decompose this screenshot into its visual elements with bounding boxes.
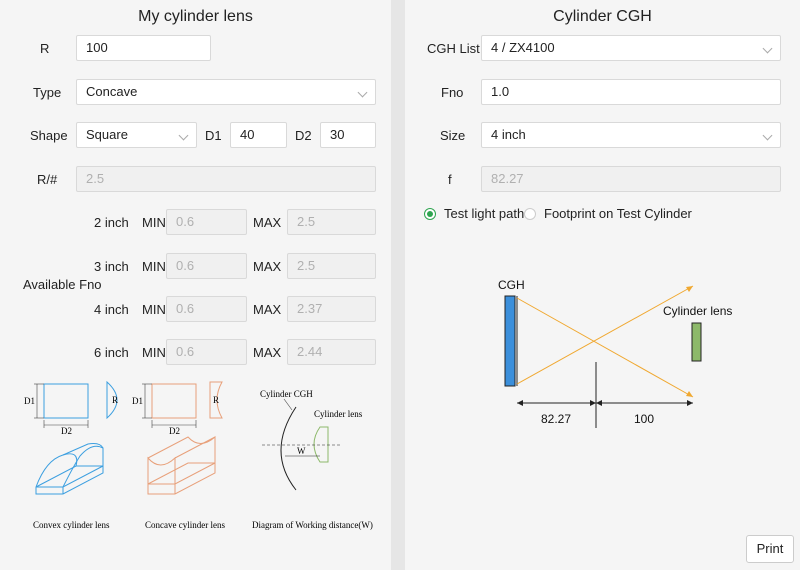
- fno-input[interactable]: 1.0: [481, 79, 781, 105]
- f-label: f: [448, 172, 452, 187]
- d1-label: D1: [205, 128, 222, 143]
- fno-max-input: 2.5: [287, 253, 376, 279]
- convex-d1-text: D1: [24, 396, 35, 406]
- cgh-panel: Cylinder CGH CGH List 4 / ZX4100 Fno 1.0…: [405, 0, 800, 570]
- fno-min-input: 0.6: [166, 296, 247, 322]
- fno-max-label: MAX: [253, 345, 282, 360]
- diagram-dist1-text: 82.27: [541, 412, 571, 426]
- fno-min-label: MIN: [142, 345, 166, 360]
- radio-test-light-path-label[interactable]: Test light path: [444, 206, 525, 221]
- concave-caption: Concave cylinder lens: [145, 520, 225, 530]
- cgh-panel-title: Cylinder CGH: [553, 8, 652, 25]
- r-label: R: [40, 41, 50, 56]
- d2-label: D2: [295, 128, 312, 143]
- ray-down: [516, 297, 694, 398]
- concave-face-rect: [151, 383, 197, 419]
- r-input[interactable]: 100: [76, 35, 211, 61]
- fno-row-size-label: 2 inch: [94, 215, 129, 230]
- convex-face-rect: [43, 383, 89, 419]
- chevron-down-icon: [357, 87, 368, 98]
- cylinder-lens-element: [691, 322, 702, 362]
- size-select-value: 4 inch: [491, 127, 526, 142]
- fno-max-input: 2.44: [287, 339, 376, 365]
- convex-profile: [106, 380, 118, 420]
- fno-min-input: 0.6: [166, 209, 247, 235]
- radio-footprint[interactable]: [524, 208, 536, 220]
- lens-diagrams: D1 D2 R D1 D2 R Cylinder CGH Cylinder le…: [24, 380, 373, 530]
- type-select[interactable]: Concave: [76, 79, 376, 105]
- fno-row-size-label: 6 inch: [94, 345, 129, 360]
- fno-min-label: MIN: [142, 215, 166, 230]
- lens-panel: My cylinder lens R 100 Type Concave Shap…: [0, 0, 391, 570]
- shape-select[interactable]: Square: [76, 122, 197, 148]
- fno-row-size-label: 4 inch: [94, 302, 129, 317]
- fno-min-input: 0.6: [166, 339, 247, 365]
- shape-select-value: Square: [86, 127, 128, 142]
- size-label: Size: [440, 128, 466, 143]
- wd-w-text: W: [297, 446, 306, 456]
- r-num-input: 2.5: [76, 166, 376, 192]
- radio-test-light-path[interactable]: [424, 208, 436, 220]
- ray-up: [516, 285, 694, 385]
- shape-label: Shape: [30, 128, 68, 143]
- fno-max-label: MAX: [253, 302, 282, 317]
- wd-caption: Diagram of Working distance(W): [252, 520, 373, 530]
- cgh-list-select[interactable]: 4 / ZX4100: [481, 35, 781, 61]
- concave-profile: [209, 381, 223, 419]
- light-path-diagram: CGH Cylinder lens 82.27 100: [498, 278, 732, 428]
- wd-cgh-curve: [280, 406, 297, 491]
- print-button[interactable]: Print: [746, 535, 794, 563]
- type-label: Type: [33, 85, 62, 100]
- convex-3d-drawing: [35, 443, 104, 495]
- chevron-down-icon: [762, 130, 773, 141]
- diagram-lens-text: Cylinder lens: [663, 304, 732, 318]
- concave-d2-text: D2: [169, 426, 180, 436]
- convex-caption: Convex cylinder lens: [33, 520, 110, 530]
- fno-max-input: 2.5: [287, 209, 376, 235]
- d1-input[interactable]: 40: [230, 122, 287, 148]
- diagram-cgh-text: CGH: [498, 278, 525, 292]
- fno-max-label: MAX: [253, 215, 282, 230]
- convex-d2-text: D2: [61, 426, 72, 436]
- size-select[interactable]: 4 inch: [481, 122, 781, 148]
- radio-footprint-label[interactable]: Footprint on Test Cylinder: [544, 206, 692, 221]
- cgh-list-select-value: 4 / ZX4100: [491, 40, 555, 55]
- wd-lens-text: Cylinder lens: [314, 409, 363, 419]
- working-distance-diagram: Cylinder CGH Cylinder lens W: [260, 389, 363, 491]
- r-num-label: R/#: [37, 172, 58, 187]
- available-fno-label: Available Fno: [23, 277, 102, 292]
- concave-3d-drawing: [147, 435, 216, 495]
- fno-row-size-label: 3 inch: [94, 259, 129, 274]
- d2-input[interactable]: 30: [320, 122, 376, 148]
- chevron-down-icon: [178, 130, 189, 141]
- diagram-dist2-text: 100: [634, 412, 654, 426]
- cgh-list-label: CGH List: [427, 41, 480, 56]
- concave-r-text: R: [213, 395, 219, 405]
- type-select-value: Concave: [86, 84, 138, 99]
- convex-dimension-diagram: D1 D2 R: [24, 380, 118, 436]
- fno-min-label: MIN: [142, 302, 166, 317]
- fno-label: Fno: [441, 85, 464, 100]
- convex-r-text: R: [112, 395, 118, 405]
- fno-max-input: 2.37: [287, 296, 376, 322]
- fno-max-label: MAX: [253, 259, 282, 274]
- lens-panel-title: My cylinder lens: [138, 8, 253, 25]
- concave-d1-text: D1: [132, 396, 143, 406]
- wd-cgh-text: Cylinder CGH: [260, 389, 313, 399]
- fno-min-label: MIN: [142, 259, 166, 274]
- f-input: 82.27: [481, 166, 781, 192]
- chevron-down-icon: [762, 43, 773, 54]
- fno-min-input: 0.6: [166, 253, 247, 279]
- cgh-element: [504, 295, 516, 387]
- concave-dimension-diagram: D1 D2 R: [132, 381, 223, 436]
- wd-lens-shape: [313, 426, 329, 463]
